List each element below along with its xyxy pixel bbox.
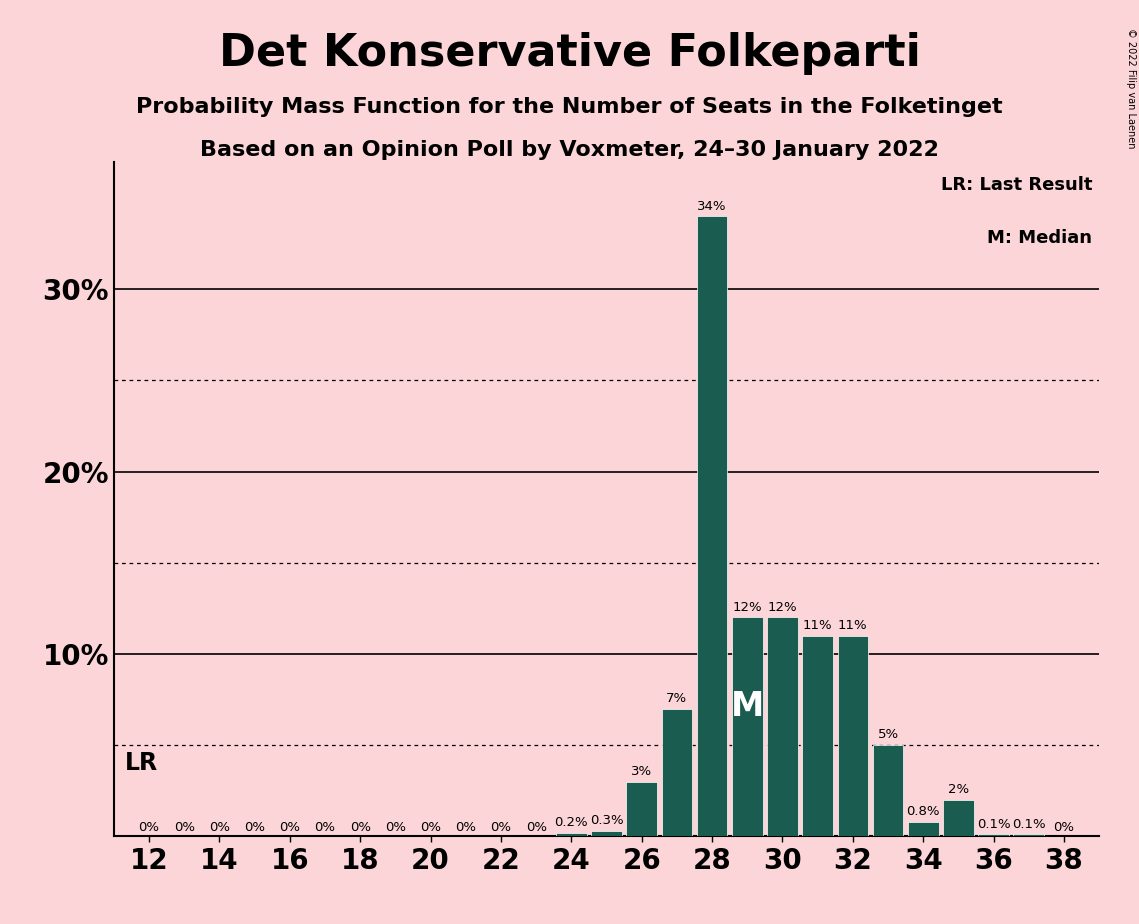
Text: 0%: 0% xyxy=(350,821,370,834)
Bar xyxy=(556,833,587,836)
Text: 5%: 5% xyxy=(877,728,899,741)
Bar xyxy=(978,834,1009,836)
Text: 0%: 0% xyxy=(244,821,265,834)
Text: 11%: 11% xyxy=(838,619,868,632)
Bar xyxy=(697,216,728,836)
Text: 0%: 0% xyxy=(139,821,159,834)
Bar xyxy=(802,636,833,836)
Text: 0%: 0% xyxy=(279,821,301,834)
Text: 0.1%: 0.1% xyxy=(1011,818,1046,831)
Text: Probability Mass Function for the Number of Seats in the Folketinget: Probability Mass Function for the Number… xyxy=(137,97,1002,117)
Bar xyxy=(1014,834,1044,836)
Text: 34%: 34% xyxy=(697,200,727,213)
Text: LR: LR xyxy=(124,750,157,774)
Text: 0.2%: 0.2% xyxy=(555,816,588,829)
Text: 0%: 0% xyxy=(385,821,405,834)
Text: 11%: 11% xyxy=(803,619,833,632)
Text: 7%: 7% xyxy=(666,692,688,705)
Text: 12%: 12% xyxy=(732,601,762,614)
Bar xyxy=(732,617,763,836)
Bar xyxy=(908,821,939,836)
Text: 0%: 0% xyxy=(314,821,336,834)
Text: 0.1%: 0.1% xyxy=(977,818,1010,831)
Text: Based on an Opinion Poll by Voxmeter, 24–30 January 2022: Based on an Opinion Poll by Voxmeter, 24… xyxy=(200,140,939,161)
Text: 0.3%: 0.3% xyxy=(590,814,623,827)
Bar xyxy=(591,831,622,836)
Text: 0%: 0% xyxy=(525,821,547,834)
Bar xyxy=(626,782,657,836)
Bar xyxy=(662,709,693,836)
Text: 0.8%: 0.8% xyxy=(907,805,940,818)
Text: 0%: 0% xyxy=(456,821,476,834)
Bar xyxy=(768,617,797,836)
Text: © 2022 Filip van Laenen: © 2022 Filip van Laenen xyxy=(1126,28,1136,148)
Text: 0%: 0% xyxy=(491,821,511,834)
Bar xyxy=(872,745,903,836)
Bar xyxy=(943,800,974,836)
Text: 3%: 3% xyxy=(631,765,653,778)
Text: M: Median: M: Median xyxy=(988,229,1092,247)
Text: Det Konservative Folkeparti: Det Konservative Folkeparti xyxy=(219,32,920,76)
Bar xyxy=(837,636,868,836)
Text: 0%: 0% xyxy=(1054,821,1074,834)
Text: 0%: 0% xyxy=(208,821,230,834)
Text: 2%: 2% xyxy=(948,784,969,796)
Text: 0%: 0% xyxy=(420,821,441,834)
Text: M: M xyxy=(730,690,764,723)
Text: LR: Last Result: LR: Last Result xyxy=(941,176,1092,194)
Text: 0%: 0% xyxy=(174,821,195,834)
Text: 12%: 12% xyxy=(768,601,797,614)
